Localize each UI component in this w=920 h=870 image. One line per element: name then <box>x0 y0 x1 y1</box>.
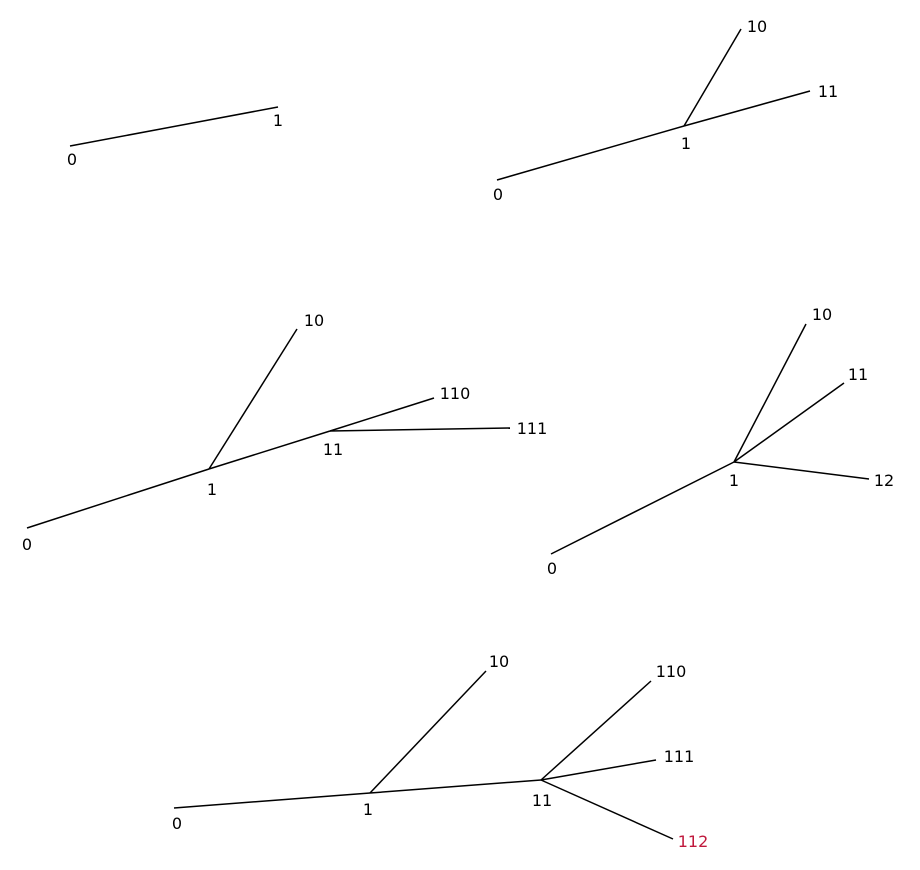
node-label-10: 10 <box>812 305 832 324</box>
tree-2: 0 1 10 11 <box>493 17 838 204</box>
node-label-1: 1 <box>273 111 283 130</box>
node-label-112: 112 <box>678 832 709 851</box>
edge-1-11 <box>369 779 542 794</box>
node-label-0: 0 <box>547 559 557 578</box>
edge-11-110 <box>329 397 435 432</box>
edge-11-111 <box>540 759 657 781</box>
node-label-0: 0 <box>172 814 182 833</box>
node-label-111: 111 <box>664 747 695 766</box>
edge-1-10 <box>683 28 742 127</box>
edge-1-10 <box>733 323 807 463</box>
node-label-10: 10 <box>304 311 324 330</box>
node-label-111: 111 <box>517 419 548 438</box>
edge-0-1 <box>26 468 210 529</box>
node-label-1: 1 <box>729 471 739 490</box>
node-label-11: 11 <box>848 365 868 384</box>
node-label-1: 1 <box>207 480 217 499</box>
edge-0-1 <box>550 461 735 555</box>
edge-1-11 <box>208 430 331 470</box>
edge-1-12 <box>733 461 870 480</box>
node-label-110: 110 <box>440 384 471 403</box>
node-label-11: 11 <box>323 440 343 459</box>
node-label-10: 10 <box>489 652 509 671</box>
node-label-1: 1 <box>363 800 373 819</box>
edge-0-1 <box>173 792 371 809</box>
node-label-10: 10 <box>747 17 767 36</box>
node-label-0: 0 <box>67 150 77 169</box>
node-label-11: 11 <box>532 791 552 810</box>
edge-1-11 <box>683 90 811 127</box>
tree-1: 01 <box>67 106 283 169</box>
node-label-0: 0 <box>22 535 32 554</box>
edge-1-10 <box>369 670 487 794</box>
edge-0-1 <box>69 106 279 147</box>
edge-11-112 <box>540 779 674 840</box>
edge-1-11 <box>733 382 845 463</box>
node-label-1: 1 <box>681 134 691 153</box>
node-label-110: 110 <box>656 662 687 681</box>
edge-1-10 <box>208 328 298 470</box>
edge-11-111 <box>329 427 511 432</box>
node-label-12: 12 <box>874 471 894 490</box>
edge-11-110 <box>540 680 652 781</box>
node-label-11: 11 <box>818 82 838 101</box>
edge-0-1 <box>496 125 685 181</box>
node-label-0: 0 <box>493 185 503 204</box>
tree-4: 0 1 10 11 12 <box>547 305 894 578</box>
